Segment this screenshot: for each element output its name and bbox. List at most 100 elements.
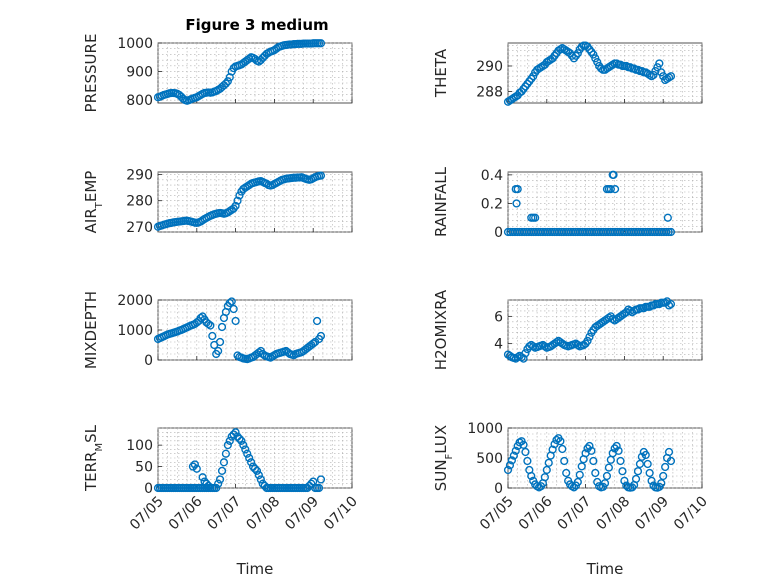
data-point	[507, 456, 516, 465]
data-point	[575, 470, 584, 479]
data-point	[664, 447, 674, 457]
y-axis-label: H2OMIXRA	[432, 289, 450, 370]
y-tick-label: 50	[135, 460, 153, 476]
data-point	[241, 445, 250, 454]
data-point	[639, 304, 648, 313]
data-point	[217, 466, 227, 475]
data-point	[662, 227, 671, 237]
data-point	[252, 466, 262, 475]
data-point	[206, 321, 215, 330]
data-point	[202, 479, 211, 488]
y-axis-label: PRESSURE	[82, 34, 100, 113]
data-point	[573, 477, 582, 487]
x-tick-label: 07/06	[516, 493, 556, 533]
data-point	[179, 94, 188, 103]
data-point	[223, 77, 232, 86]
data-point	[602, 471, 612, 481]
plot-area	[157, 42, 353, 104]
data-point	[237, 436, 246, 445]
data-point	[661, 462, 670, 472]
data-point	[645, 468, 654, 478]
data-point	[606, 185, 615, 194]
data-point	[573, 340, 582, 350]
data-point	[620, 476, 629, 485]
data-point	[512, 199, 521, 208]
y-axis-label: TERRMSL	[82, 424, 105, 492]
y-tick-label: 0	[144, 481, 153, 497]
data-point	[655, 59, 664, 68]
data-point	[215, 337, 225, 347]
data-point	[600, 479, 610, 488]
data-point	[666, 227, 676, 237]
data-point	[221, 79, 231, 88]
y-axis-label: RAINFALL	[432, 166, 450, 237]
data-point	[556, 437, 565, 446]
data-point	[609, 170, 618, 179]
x-tick-label: 07/07	[205, 494, 245, 534]
subplot-theta: 288 290 THETA	[432, 41, 703, 106]
data-point	[208, 331, 217, 341]
data-point	[214, 346, 223, 356]
y-axis-label: AIRTEMP	[82, 171, 105, 234]
data-point	[616, 456, 625, 466]
data-point	[577, 462, 586, 471]
data-point	[243, 449, 252, 458]
data-point	[505, 461, 515, 470]
data-point	[583, 336, 592, 346]
data-point	[523, 456, 532, 466]
data-point	[569, 483, 579, 492]
data-point	[657, 479, 666, 488]
data-point	[521, 447, 530, 457]
y-tick-label: 0	[494, 481, 503, 497]
x-tick-label: 07/05	[127, 494, 167, 534]
data-point	[664, 227, 673, 237]
data-point	[626, 306, 635, 316]
data-point	[215, 475, 225, 484]
data-point	[585, 441, 594, 451]
data-point	[591, 468, 600, 478]
data-point	[254, 471, 263, 480]
data-point	[214, 479, 223, 488]
x-tick-label: 07/09	[282, 494, 322, 534]
data-point	[552, 435, 561, 445]
data-point	[664, 301, 674, 310]
data-point	[262, 179, 271, 188]
data-point	[548, 445, 557, 454]
y-tick-label: 290	[126, 168, 153, 184]
y-tick-label: 100	[126, 438, 153, 454]
data-point	[562, 468, 571, 478]
data-point	[190, 460, 199, 469]
subplot-h2omixra: 4 6 H2OMIXRA	[432, 289, 703, 370]
y-tick-label: 280	[126, 194, 153, 210]
data-point	[544, 458, 553, 467]
data-point	[608, 314, 617, 324]
data-point	[519, 440, 528, 449]
data-point	[231, 201, 240, 211]
data-point	[314, 483, 324, 493]
data-point	[250, 464, 260, 473]
y-tick-label: 288	[476, 85, 503, 101]
y-tick-label: 270	[126, 220, 153, 236]
data-point	[655, 299, 664, 309]
data-point	[635, 459, 645, 469]
data-point	[587, 446, 596, 455]
data-point	[521, 349, 530, 358]
y-tick-label: 1000	[117, 36, 153, 52]
data-point	[225, 436, 234, 445]
data-point	[231, 316, 240, 326]
data-point	[663, 213, 672, 222]
data-point	[513, 353, 522, 362]
data-point	[192, 464, 201, 473]
data-point	[542, 465, 551, 475]
data-point	[593, 477, 602, 487]
data-point	[560, 456, 569, 466]
data-point	[637, 452, 646, 461]
data-point	[513, 185, 522, 194]
data-point	[221, 449, 231, 458]
data-point	[233, 196, 242, 205]
data-point	[604, 463, 613, 472]
x-tick-label: 07/08	[243, 494, 283, 534]
subplot-rainfall: 0 0.2 0.4 RAINFALL	[432, 166, 703, 241]
